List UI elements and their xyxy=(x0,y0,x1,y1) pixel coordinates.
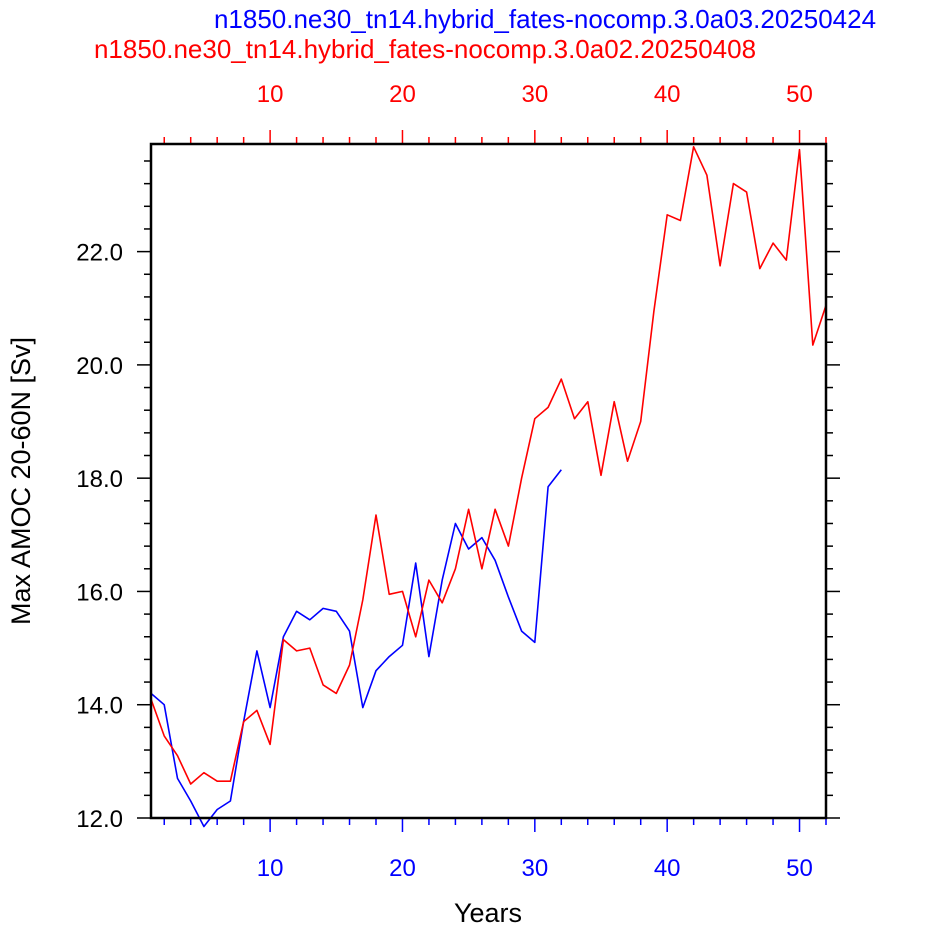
top-tick-label: 20 xyxy=(389,81,416,108)
chart-title-1: n1850.ne30_tn14.hybrid_fates-nocomp.3.0a… xyxy=(214,4,876,34)
y-tick-label: 18.0 xyxy=(76,466,123,493)
y-tick-label: 16.0 xyxy=(76,579,123,606)
axis-labels: Years Max AMOC 20-60N [Sv] xyxy=(6,337,522,928)
top-tick-label: 30 xyxy=(521,81,548,108)
bottom-tick-label: 10 xyxy=(257,855,284,882)
x-axis-label: Years xyxy=(454,898,522,928)
series-line-2 xyxy=(150,146,827,785)
right-axis-ticks xyxy=(826,160,840,819)
y-tick-label: 12.0 xyxy=(76,806,123,833)
chart-titles: n1850.ne30_tn14.hybrid_fates-nocomp.3.0a… xyxy=(94,4,876,64)
bottom-tick-label: 30 xyxy=(521,855,548,882)
left-axis-ticks: 12.0 14.0 16.0 18.0 20.0 22.0 xyxy=(76,160,151,833)
top-tick-label: 10 xyxy=(257,81,284,108)
y-tick-label: 20.0 xyxy=(76,353,123,380)
top-tick-label: 50 xyxy=(786,81,813,108)
bottom-axis-ticks: 10 20 30 40 50 xyxy=(163,818,827,882)
y-axis-label: Max AMOC 20-60N [Sv] xyxy=(6,337,36,625)
bottom-tick-label: 40 xyxy=(654,855,681,882)
series-lines xyxy=(150,146,827,828)
top-axis-ticks: 10 20 30 40 50 xyxy=(163,81,827,144)
bottom-tick-label: 50 xyxy=(786,855,813,882)
plot-frame xyxy=(149,142,828,820)
top-tick-label: 40 xyxy=(654,81,681,108)
bottom-tick-label: 20 xyxy=(389,855,416,882)
chart-title-2: n1850.ne30_tn14.hybrid_fates-nocomp.3.0a… xyxy=(94,34,756,64)
y-tick-label: 22.0 xyxy=(76,240,123,267)
y-tick-label: 14.0 xyxy=(76,693,123,720)
series-line-1 xyxy=(150,469,562,828)
